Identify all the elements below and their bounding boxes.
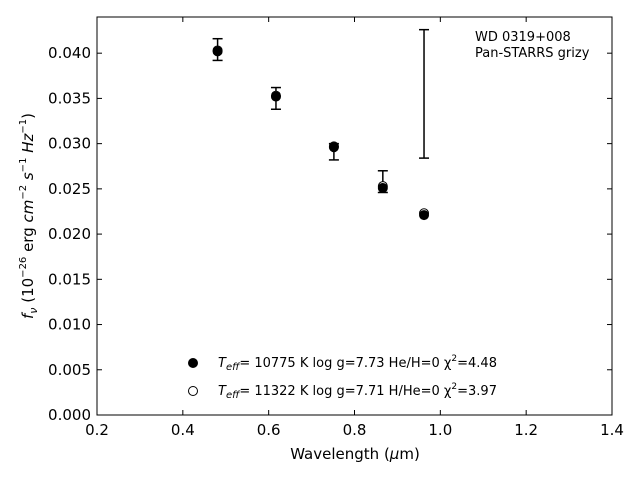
legend: Teff= 10775 K log g=7.73 He/H=0 χ2=4.48 … — [188, 354, 497, 401]
x-tick-label: 0.6 — [257, 421, 281, 439]
x-tick-label: 1.2 — [514, 421, 538, 439]
y-tick-label: 0.030 — [48, 135, 91, 153]
y-tick-label: 0.005 — [48, 361, 91, 379]
x-tick-label: 0.4 — [171, 421, 195, 439]
x-tick-label: 1.4 — [600, 421, 624, 439]
data-marks — [212, 28, 430, 221]
model-point-filled — [377, 182, 388, 193]
x-tick-label: 0.8 — [343, 421, 367, 439]
legend-marker-open — [188, 386, 198, 396]
axis-ticks: 0.2 0.4 0.6 0.8 1.0 1.2 1.4 0.000 0.005 0.010 0.01… — [48, 17, 624, 439]
y-tick-label: 0.010 — [48, 316, 91, 334]
model-point-filled — [328, 142, 339, 153]
y-tick-label: 0.015 — [48, 270, 91, 288]
annotation-object: WD 0319+008 — [475, 30, 571, 45]
model-point-filled — [270, 91, 281, 102]
legend-marker-filled — [188, 358, 198, 368]
y-axis-label: fν (10−26 erg cm−2 s−1 Hz−1) — [18, 113, 40, 319]
legend-label-1: Teff= 10775 K log g=7.73 He/H=0 χ2=4.48 — [218, 354, 497, 373]
legend-label-2: Teff= 11322 K log g=7.71 H/He=0 χ2=3.97 — [218, 382, 497, 401]
model-point-filled — [212, 46, 223, 57]
x-tick-label: 0.2 — [85, 421, 109, 439]
x-tick-label: 1.0 — [428, 421, 452, 439]
y-tick-label: 0.040 — [48, 44, 91, 62]
model-point-filled — [419, 210, 430, 221]
y-tick-label: 0.000 — [48, 406, 91, 424]
y-tick-label: 0.035 — [48, 89, 91, 107]
y-tick-label: 0.020 — [48, 225, 91, 243]
annotation-survey: Pan-STARRS grizy — [475, 46, 590, 61]
x-axis-label: Wavelength (μm) — [290, 445, 420, 463]
y-tick-label: 0.025 — [48, 180, 91, 198]
